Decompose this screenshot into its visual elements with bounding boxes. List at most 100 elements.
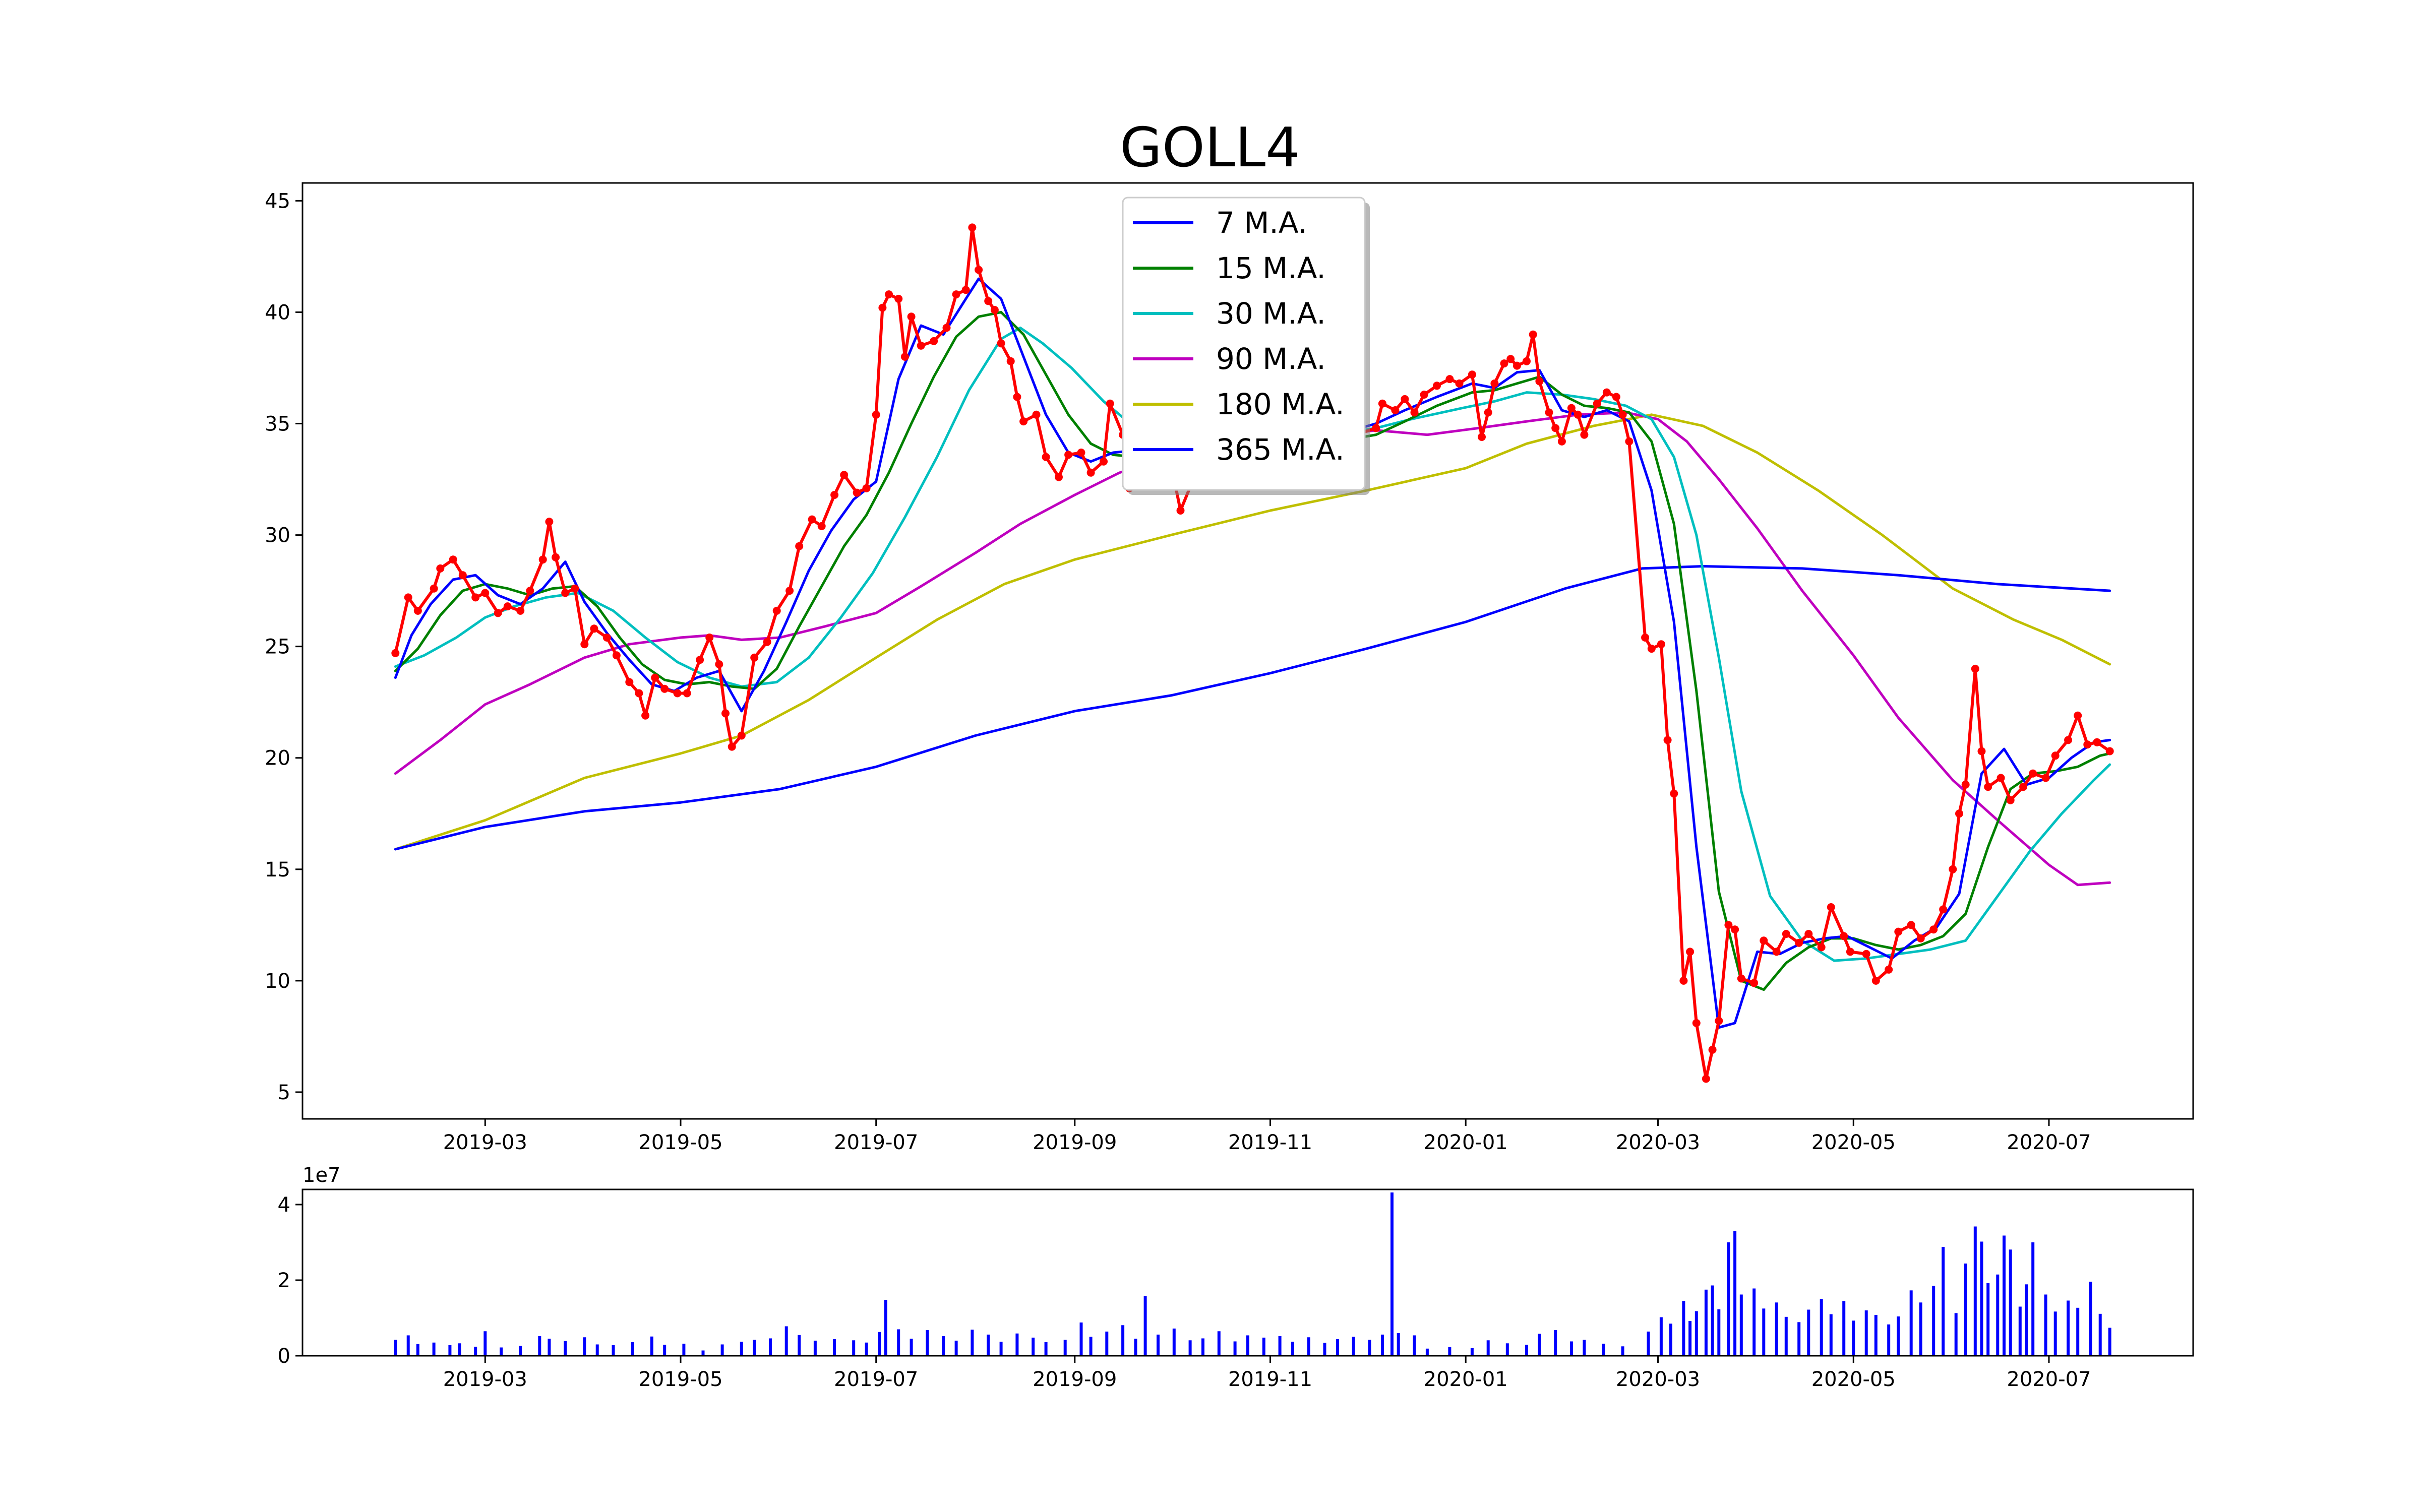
volume-bar bbox=[1733, 1231, 1737, 1356]
close-price-point bbox=[449, 555, 457, 564]
x-tick-label: 2019-09 bbox=[1033, 1131, 1117, 1154]
volume-bar bbox=[1682, 1301, 1685, 1356]
volume-bar bbox=[583, 1337, 586, 1356]
close-price-point bbox=[494, 609, 502, 617]
close-price-point bbox=[1846, 948, 1854, 956]
close-price-point bbox=[1996, 774, 2005, 782]
volume-bar bbox=[910, 1339, 913, 1356]
volume-bar bbox=[1089, 1337, 1093, 1356]
x-tick-label: 2020-07 bbox=[2007, 1131, 2091, 1154]
volume-bar bbox=[1621, 1346, 1624, 1356]
volume-bar bbox=[1842, 1301, 1846, 1356]
volume-bar bbox=[1015, 1333, 1019, 1356]
volume-bar bbox=[999, 1342, 1003, 1356]
x-tick-label: 2019-07 bbox=[834, 1131, 918, 1154]
volume-bar bbox=[564, 1341, 567, 1356]
volume-bar bbox=[416, 1344, 419, 1356]
close-price-point bbox=[503, 602, 512, 611]
volume-x-tick-label: 2019-03 bbox=[443, 1368, 527, 1391]
volume-bar bbox=[784, 1326, 788, 1356]
volume-bar bbox=[1079, 1322, 1083, 1356]
close-price-point bbox=[458, 571, 467, 580]
volume-bar bbox=[2108, 1328, 2111, 1356]
volume-bar bbox=[971, 1330, 974, 1356]
volume-bar bbox=[1583, 1340, 1586, 1356]
legend-item: 180 M.A. bbox=[1133, 387, 1345, 421]
close-price-point bbox=[1670, 789, 1678, 798]
volume-bar bbox=[1909, 1290, 1913, 1356]
legend-item: 365 M.A. bbox=[1133, 432, 1345, 467]
close-price-point bbox=[1580, 430, 1589, 439]
volume-bar bbox=[798, 1335, 801, 1356]
volume-bar bbox=[1262, 1338, 1265, 1356]
close-price-point bbox=[785, 587, 794, 595]
close-price-point bbox=[975, 266, 983, 274]
volume-bar bbox=[954, 1341, 958, 1356]
volume-bar bbox=[1887, 1324, 1891, 1356]
close-price-point bbox=[2074, 711, 2082, 720]
legend-box bbox=[1122, 197, 1366, 491]
close-price-point bbox=[2105, 747, 2114, 755]
volume-bar bbox=[1807, 1309, 1810, 1356]
price-axis-ticks: 5 10 15 20 25 30 35 40 45 2019-03 2019-05 2019-07 20… bbox=[265, 190, 2091, 1154]
close-price-point bbox=[1760, 936, 1768, 945]
close-price-point bbox=[1420, 391, 1428, 399]
legend-label: 15 M.A. bbox=[1216, 251, 1326, 285]
volume-bar bbox=[1704, 1289, 1708, 1356]
volume-bar bbox=[650, 1336, 653, 1356]
volume-bar bbox=[701, 1350, 705, 1356]
volume-bar bbox=[1390, 1192, 1394, 1356]
volume-bar bbox=[1380, 1335, 1384, 1356]
volume-bar bbox=[2053, 1311, 2057, 1356]
volume-bar bbox=[2025, 1284, 2028, 1356]
close-price-point bbox=[1490, 379, 1499, 388]
close-price-point bbox=[942, 324, 951, 332]
close-price-point bbox=[538, 555, 547, 564]
volume-bar bbox=[1874, 1315, 1878, 1356]
close-price-point bbox=[1731, 925, 1739, 934]
close-price-point bbox=[1939, 905, 1948, 914]
close-price-point bbox=[1523, 357, 1531, 365]
close-price-point bbox=[1724, 921, 1733, 929]
volume-bar bbox=[1996, 1274, 2000, 1356]
volume-bar bbox=[813, 1341, 817, 1356]
volume-bar bbox=[2003, 1235, 2006, 1356]
volume-bar bbox=[1307, 1337, 1310, 1356]
volume-plot-area bbox=[302, 1189, 2193, 1356]
volume-bar bbox=[548, 1339, 551, 1356]
close-price-point bbox=[894, 294, 903, 303]
close-price-point bbox=[612, 651, 621, 660]
close-price-point bbox=[1529, 330, 1537, 339]
close-price-point bbox=[1977, 747, 1986, 755]
volume-bar bbox=[432, 1342, 436, 1356]
close-price-point bbox=[728, 742, 736, 751]
volume-bar bbox=[2044, 1294, 2047, 1356]
volume-bar bbox=[1897, 1316, 1900, 1356]
volume-bar bbox=[1820, 1299, 1823, 1356]
close-price-point bbox=[2041, 774, 2050, 782]
close-price-point bbox=[2006, 796, 2015, 804]
close-price-point bbox=[1013, 393, 1021, 401]
volume-x-tick-label: 2020-05 bbox=[1811, 1368, 1896, 1391]
close-price-point bbox=[2019, 783, 2028, 791]
volume-bar bbox=[897, 1329, 900, 1356]
volume-x-tick-label: 2019-11 bbox=[1228, 1368, 1312, 1391]
close-price-point bbox=[990, 306, 999, 314]
close-price-point bbox=[840, 471, 849, 479]
volume-bar bbox=[1669, 1324, 1672, 1356]
volume-bar bbox=[2089, 1282, 2092, 1356]
close-price-point bbox=[1715, 1017, 1723, 1025]
volume-bar bbox=[852, 1340, 856, 1356]
close-price-point bbox=[526, 587, 534, 595]
volume-bar bbox=[519, 1346, 522, 1356]
volume-bar bbox=[1954, 1313, 1958, 1356]
volume-axes-frame bbox=[301, 1188, 2194, 1357]
volume-bar bbox=[1413, 1335, 1416, 1356]
close-price-point bbox=[1506, 355, 1515, 363]
close-price-point bbox=[737, 731, 746, 740]
close-price-point bbox=[561, 589, 570, 597]
volume-bar bbox=[2076, 1307, 2080, 1356]
close-price-point bbox=[750, 653, 759, 662]
price-axes-frame bbox=[301, 182, 2194, 1120]
close-price-point bbox=[1612, 393, 1620, 401]
